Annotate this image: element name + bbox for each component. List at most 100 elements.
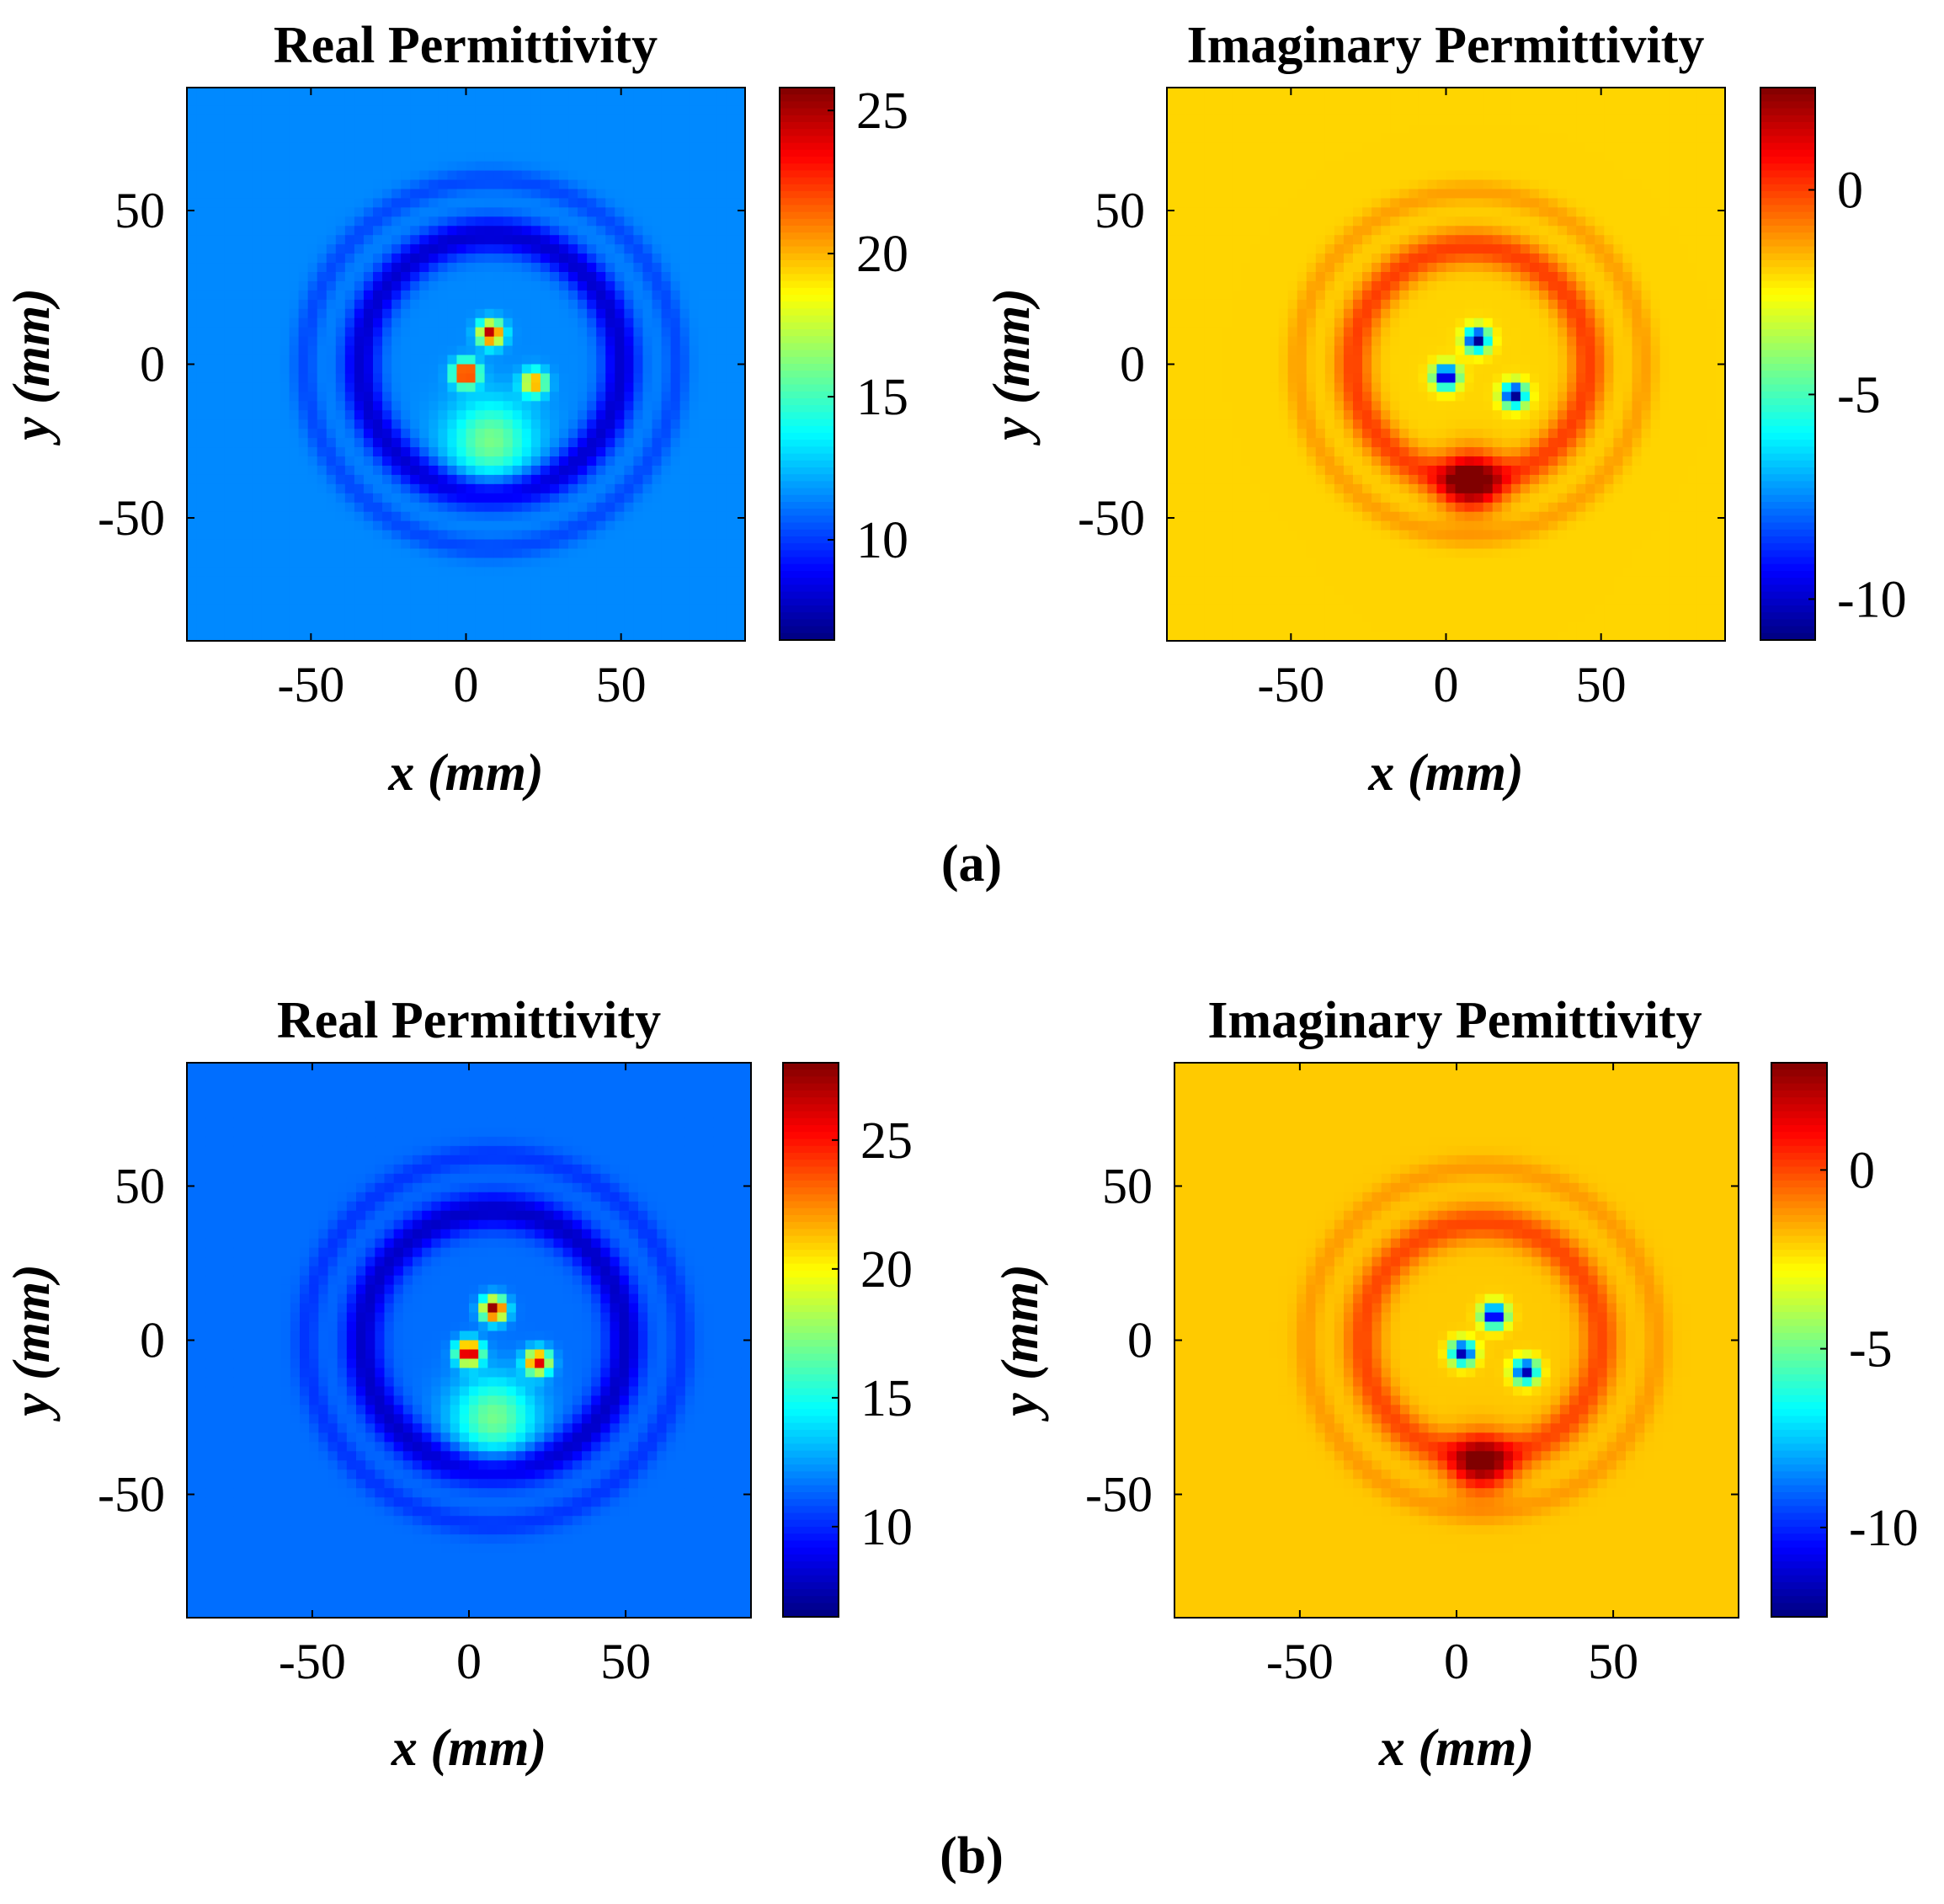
heatmap-cell bbox=[456, 226, 467, 236]
heatmap-cell bbox=[493, 198, 504, 208]
heatmap-cell bbox=[429, 585, 439, 595]
heatmap-cell bbox=[624, 96, 634, 107]
heatmap-cell bbox=[1315, 253, 1326, 264]
heatmap-cell bbox=[1297, 493, 1308, 504]
heatmap-cell bbox=[1287, 198, 1298, 208]
heatmap-cell bbox=[559, 253, 569, 264]
heatmap-cell bbox=[270, 613, 281, 623]
heatmap-cell bbox=[1353, 327, 1363, 338]
heatmap-cell bbox=[363, 253, 374, 264]
heatmap-cell bbox=[493, 216, 504, 227]
heatmap-cell bbox=[670, 308, 681, 319]
heatmap-cell bbox=[503, 595, 514, 605]
heatmap-cell bbox=[559, 272, 569, 282]
heatmap-cell bbox=[456, 308, 467, 319]
heatmap-cell bbox=[242, 226, 253, 236]
heatmap-cell bbox=[1213, 410, 1223, 420]
heatmap-cell bbox=[1306, 308, 1317, 319]
heatmap-cell bbox=[587, 474, 597, 485]
heatmap-cell bbox=[559, 290, 569, 301]
heatmap-cell bbox=[233, 198, 243, 208]
heatmap-cell bbox=[642, 253, 653, 264]
heatmap-cell bbox=[540, 474, 551, 485]
heatmap-cell bbox=[521, 317, 532, 328]
heatmap-cell bbox=[735, 502, 746, 513]
heatmap-cell bbox=[1232, 548, 1242, 559]
heatmap-cell bbox=[1241, 474, 1252, 485]
heatmap-cell bbox=[670, 502, 681, 513]
heatmap-cell bbox=[205, 511, 216, 522]
heatmap-cell bbox=[735, 613, 746, 623]
heatmap-cell bbox=[1204, 317, 1214, 328]
heatmap-cell bbox=[261, 392, 272, 402]
heatmap-cell bbox=[530, 272, 541, 282]
heatmap-cell bbox=[1353, 263, 1363, 273]
heatmap-cell bbox=[549, 336, 560, 347]
heatmap-cell bbox=[326, 613, 337, 623]
heatmap-cell bbox=[187, 327, 197, 338]
heatmap-cell bbox=[1278, 632, 1289, 642]
heatmap-cell bbox=[1250, 290, 1261, 301]
heatmap-cell bbox=[1278, 539, 1289, 550]
heatmap-cell bbox=[429, 105, 439, 116]
heatmap-cell bbox=[1353, 502, 1363, 513]
heatmap-cell bbox=[587, 419, 597, 429]
heatmap-cell bbox=[484, 263, 495, 273]
heatmap-cell bbox=[493, 447, 504, 457]
heatmap-cell bbox=[335, 142, 346, 153]
heatmap-cell bbox=[568, 96, 578, 107]
heatmap-cell bbox=[1287, 364, 1298, 375]
heatmap-cell bbox=[1195, 198, 1205, 208]
heatmap-cell bbox=[587, 345, 597, 356]
heatmap-cell bbox=[1278, 520, 1289, 531]
heatmap-cell bbox=[642, 299, 653, 310]
heatmap-cell bbox=[512, 613, 523, 623]
heatmap-cell bbox=[252, 595, 262, 605]
heatmap-cell bbox=[1306, 382, 1317, 392]
heatmap-cell bbox=[456, 96, 467, 107]
heatmap-cell bbox=[317, 474, 328, 485]
heatmap-cell bbox=[298, 511, 309, 522]
heatmap-cell bbox=[215, 170, 225, 181]
heatmap-cell bbox=[716, 105, 727, 116]
heatmap-cell bbox=[530, 604, 541, 614]
heatmap-cell bbox=[615, 539, 625, 550]
heatmap-cell bbox=[429, 96, 439, 107]
heatmap-cell bbox=[1260, 253, 1270, 264]
heatmap-cell bbox=[289, 465, 300, 476]
heatmap-cell bbox=[1232, 447, 1242, 457]
heatmap-cell bbox=[1232, 88, 1242, 98]
heatmap-cell bbox=[1195, 438, 1205, 448]
heatmap-cell bbox=[401, 216, 411, 227]
heatmap-cell bbox=[615, 272, 625, 282]
heatmap-cell bbox=[707, 567, 718, 577]
heatmap-cell bbox=[633, 124, 644, 135]
heatmap-cell bbox=[466, 244, 477, 254]
heatmap-cell bbox=[205, 207, 216, 217]
heatmap-cell bbox=[382, 133, 392, 144]
heatmap-cell bbox=[716, 207, 727, 217]
heatmap-cell bbox=[270, 419, 281, 429]
heatmap-cell bbox=[512, 622, 523, 632]
heatmap-cell bbox=[1176, 124, 1186, 135]
heatmap-cell bbox=[1353, 483, 1363, 494]
heatmap-cell bbox=[716, 493, 727, 504]
heatmap-cell bbox=[1278, 622, 1289, 632]
heatmap-cell bbox=[587, 161, 597, 172]
heatmap-cell bbox=[1334, 429, 1345, 439]
heatmap-cell bbox=[661, 88, 672, 98]
heatmap-cell bbox=[438, 235, 448, 245]
heatmap-cell bbox=[540, 483, 551, 494]
heatmap-cell bbox=[1185, 253, 1196, 264]
heatmap-cell bbox=[689, 502, 700, 513]
heatmap-cell bbox=[670, 235, 681, 245]
colorbar-segment bbox=[780, 177, 834, 185]
heatmap-cell bbox=[242, 96, 253, 107]
heatmap-cell bbox=[1278, 392, 1289, 402]
heatmap-cell bbox=[1222, 511, 1233, 522]
heatmap-cell bbox=[261, 410, 272, 420]
heatmap-cell bbox=[270, 88, 281, 98]
heatmap-cell bbox=[187, 336, 197, 347]
heatmap-cell bbox=[689, 133, 700, 144]
